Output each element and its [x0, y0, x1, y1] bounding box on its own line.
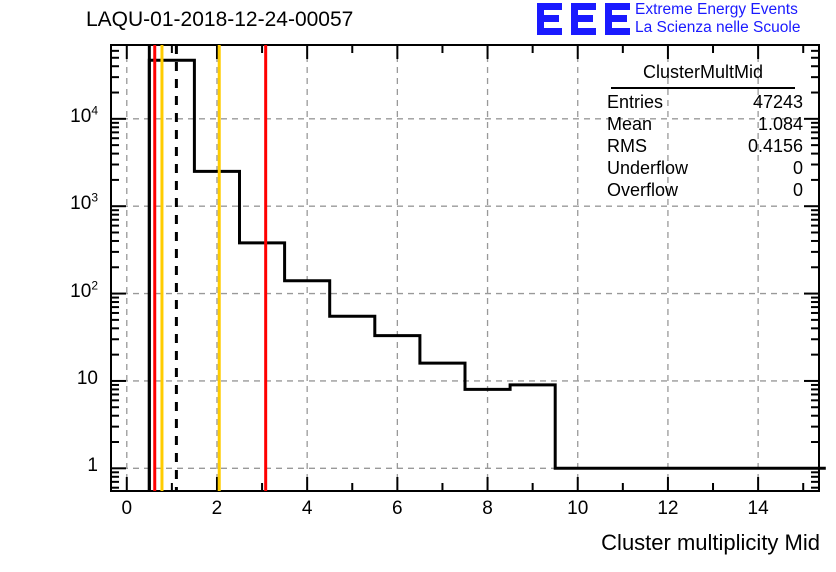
eee-logo-letters-icon: [537, 3, 630, 35]
y-axis-ticklabel-text: 103: [70, 190, 98, 215]
stats-row-key: Overflow: [607, 180, 679, 200]
stats-row-key: Mean: [607, 114, 653, 134]
histogram-step-curve: [147, 58, 826, 491]
y-axis-ticklabel-text: 104: [70, 103, 98, 127]
stats-row-value: 0.4156: [747, 136, 803, 156]
y-axis-ticklabels: 1 10 102 103 104: [0, 0, 106, 572]
x-axis-ticklabel: 12: [657, 498, 679, 519]
grid-layer: [111, 45, 819, 491]
stats-row-key: RMS: [607, 136, 647, 156]
y-axis-ticklabel-text: 1: [87, 455, 98, 477]
stats-row-key: Entries: [607, 92, 664, 112]
stats-row: Underflow 0: [607, 158, 803, 180]
stats-row-value: 0: [792, 180, 803, 200]
x-axis-ticklabel: 10: [567, 498, 589, 519]
page-title: LAQU-01-2018-12-24-00057: [86, 8, 354, 31]
stats-row: Mean 1.084: [607, 114, 803, 136]
stats-row-key: Underflow: [607, 158, 689, 178]
y-axis-ticklabel-text: 10: [76, 367, 98, 389]
x-axis-ticklabel: 2: [211, 498, 223, 519]
stats-row-value: 1.084: [757, 114, 803, 134]
stats-row-value: 47243: [752, 92, 803, 112]
x-axis-ticklabel: 4: [301, 498, 313, 519]
eee-logo-line-2: La Scienza nelle Scuole: [635, 19, 801, 36]
stats-row: Entries 47243: [607, 92, 803, 114]
stats-row-value: 0: [792, 158, 803, 178]
tick-layer: [111, 44, 819, 491]
y-axis-ticklabel-text: 102: [70, 278, 98, 302]
x-axis-ticklabel: 14: [747, 498, 769, 519]
stats-box: ClusterMultMid Entries 47243 Mean 1.084 RMS 0…: [597, 62, 809, 200]
eee-logo: Extreme Energy Events La Scienza nelle S…: [537, 1, 833, 40]
eee-logo-text: Extreme Energy Events La Scienza nelle S…: [635, 1, 800, 37]
x-axis-ticklabel: 0: [121, 498, 133, 519]
x-axis-title: Cluster multiplicity Mid: [601, 530, 820, 555]
stats-row: RMS 0.4156: [607, 136, 803, 158]
x-axis-ticklabel: 8: [482, 498, 493, 519]
stats-row: Overflow 0: [607, 180, 803, 202]
eee-logo-line-1: Extreme Energy Events: [635, 1, 798, 18]
x-axis-ticklabel: 6: [392, 498, 403, 519]
marker-lines: [147, 45, 268, 491]
stats-box-title: ClusterMultMid: [642, 62, 764, 82]
stats-box-divider: [611, 87, 795, 89]
